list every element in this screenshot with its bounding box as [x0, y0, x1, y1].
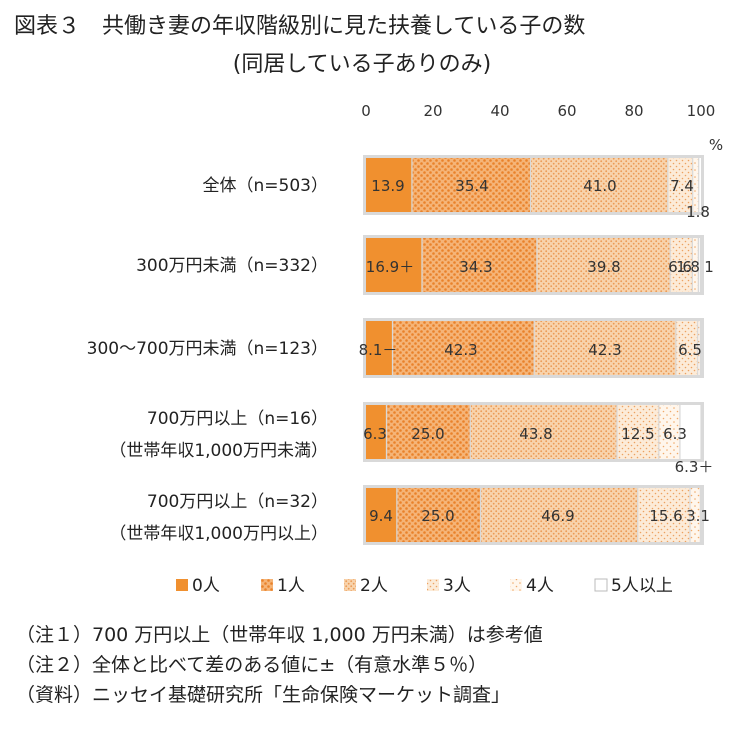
data-label: 1.8: [676, 258, 700, 276]
bar-segment: [366, 405, 388, 459]
data-label: 42.3: [588, 341, 621, 359]
x-tick-label: 20: [423, 102, 442, 120]
bar-segment: [481, 488, 639, 542]
data-label: 16.9＋: [366, 258, 414, 276]
legend-label: 4人: [526, 576, 554, 596]
bar-segment: [676, 321, 699, 375]
stacked-bar-chart: 0 20 40 60 80 100% 全体（n=503） 300万円未満（n=332） 300…: [87, 102, 724, 596]
data-label: 6.6: [668, 258, 692, 276]
bar-segment: [659, 405, 681, 459]
category-label: 700万円以上（n=16）: [147, 409, 328, 429]
data-label: 39.8: [587, 258, 620, 276]
note-2: （注２）全体と比べて差のある値に±（有意水準５％）: [16, 654, 488, 676]
category-label: （世帯年収1,000万円以上）: [109, 524, 328, 544]
bar-segment: [699, 158, 701, 212]
bar-segment: [366, 158, 413, 212]
legend-swatch: [427, 579, 439, 591]
bar-segment: [387, 405, 471, 459]
bar-segment: [668, 158, 694, 212]
data-label: 46.9: [541, 507, 574, 525]
legend-label: 2人: [360, 576, 388, 596]
bar-segment: [680, 405, 702, 459]
chart-title: 図表３ 共働き妻の年収階級別に見た扶養している子の数: [14, 14, 586, 39]
bar-segment: [366, 321, 394, 375]
x-tick-label: 40: [490, 102, 509, 120]
data-label: 25.0: [421, 507, 454, 525]
data-label: 8.1－: [359, 341, 398, 359]
x-tick-label: 0: [361, 102, 371, 120]
category-label: 300万円未満（n=332）: [136, 256, 328, 276]
x-tick-label: 60: [557, 102, 576, 120]
legend-swatch: [344, 579, 356, 591]
data-label: 43.8: [519, 425, 552, 443]
data-label: 13.9: [371, 177, 404, 195]
bar-segment: [670, 238, 693, 292]
legend-swatch: [594, 578, 608, 592]
data-label: 6.5: [678, 341, 702, 359]
bar-segment: [690, 488, 701, 542]
bar-segment: [537, 238, 671, 292]
data-label: 25.0: [411, 425, 444, 443]
bar-segment: [393, 321, 535, 375]
x-tick-label: 100: [687, 102, 716, 120]
bar-segment: [470, 405, 618, 459]
value-labels: 13.9 35.4 41.0 7.41.816.9＋ 34.3 39.8 6.61.8 18.…: [359, 177, 714, 525]
bar-segment: [412, 158, 532, 212]
legend-swatch: [176, 579, 188, 591]
bar-segment: [366, 238, 423, 292]
category-label: （世帯年収1,000万円未満）: [109, 441, 328, 461]
bar-segment: [397, 488, 482, 542]
data-label: 41.0: [583, 177, 616, 195]
data-label: 9.4: [369, 507, 393, 525]
data-label: 1: [704, 258, 714, 276]
legend-swatch: [510, 579, 522, 591]
note-1: （注１）700 万円以上（世帯年収 1,000 万円未満）は参考値: [16, 624, 543, 646]
data-label: 6.3＋: [675, 458, 714, 476]
data-label: 34.3: [459, 258, 492, 276]
category-label: 全体（n=503）: [203, 176, 328, 196]
bar-segment: [534, 321, 677, 375]
note-3: （資料）ニッセイ基礎研究所「生命保険マーケット調査」: [16, 684, 511, 706]
legend-label: 1人: [277, 576, 305, 596]
chart-subtitle: (同居している子ありのみ): [232, 52, 492, 77]
bar-segment: [698, 321, 701, 375]
data-label: 35.4: [455, 177, 488, 195]
data-label: 7.4: [670, 177, 694, 195]
x-tick-label: 80: [624, 102, 643, 120]
bar-segment: [617, 405, 660, 459]
legend: 0人 1人 2人 3人 4人 5人以上: [176, 576, 673, 596]
bar-segment: [422, 238, 538, 292]
category-labels: 全体（n=503） 300万円未満（n=332） 300～700万円未満（n=123…: [87, 176, 328, 544]
bar-segment: [531, 158, 669, 212]
x-unit-label: %: [709, 136, 723, 154]
bar-segment: [638, 488, 691, 542]
data-label: 6.3: [663, 425, 687, 443]
data-label: 3.1: [686, 507, 710, 525]
legend-label: 0人: [192, 576, 220, 596]
bar-segment: [692, 238, 699, 292]
legend-label: 3人: [443, 576, 471, 596]
x-axis: 0 20 40 60 80 100%: [361, 102, 723, 154]
bar-segment: [693, 158, 700, 212]
data-label: 1.8: [686, 203, 710, 221]
bars: [363, 155, 704, 545]
data-label: 6.3: [363, 425, 387, 443]
data-label: 42.3: [444, 341, 477, 359]
legend-swatch: [261, 579, 273, 591]
category-label: 300～700万円未満（n=123）: [87, 339, 328, 359]
data-label: 12.5: [621, 425, 654, 443]
category-label: 700万円以上（n=32）: [147, 492, 328, 512]
data-label: 15.6: [649, 507, 682, 525]
bar-segment: [366, 488, 398, 542]
legend-label: 5人以上: [611, 576, 673, 596]
